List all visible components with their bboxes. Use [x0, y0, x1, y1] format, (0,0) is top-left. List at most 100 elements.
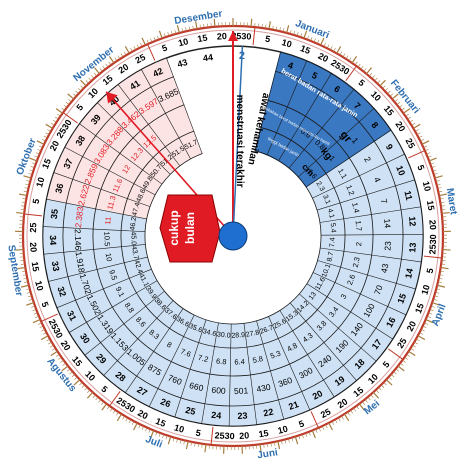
day-tick	[75, 90, 79, 94]
mother-weight-value: 8	[165, 340, 173, 350]
lmp-label: menstruasi terakhir	[234, 95, 245, 188]
day-tick	[420, 329, 425, 332]
day-tick	[188, 26, 191, 31]
day-tick	[41, 329, 46, 332]
week-separator	[288, 89, 355, 169]
day-tick	[28, 298, 33, 301]
day-label: 10	[177, 36, 189, 48]
term-badge-word: cukup	[167, 210, 181, 245]
day-tick	[437, 281, 442, 283]
day-tick	[61, 365, 69, 372]
day-tick	[150, 38, 153, 43]
mother-weight-value: 7.2	[197, 353, 209, 364]
fetal-weight-value: 4	[372, 176, 383, 184]
week-number: 30	[78, 331, 92, 345]
day-tick	[408, 350, 416, 357]
lmp-arrowhead	[228, 31, 238, 41]
day-tick	[176, 25, 180, 34]
day-tick	[203, 23, 205, 29]
day-tick	[350, 409, 354, 414]
day-label: 20	[393, 120, 407, 134]
day-tick	[325, 424, 328, 429]
day-label: 15	[258, 428, 269, 439]
month-label-april: April	[430, 302, 449, 327]
day-tick	[398, 104, 403, 108]
day-tick	[50, 122, 55, 126]
week-number: 34	[48, 235, 58, 245]
day-tick	[77, 88, 82, 92]
day-tick	[418, 135, 423, 139]
day-tick	[365, 67, 372, 75]
day-label: 10	[369, 89, 383, 103]
day-tick	[430, 162, 435, 165]
day-label: 5	[40, 300, 51, 308]
day-label: 5	[415, 164, 426, 172]
day-tick	[29, 169, 34, 172]
month-divider	[109, 391, 121, 407]
week-separator	[228, 323, 232, 426]
fetal-length-value: 34.6	[202, 328, 217, 338]
week-number: 26	[159, 396, 172, 409]
day-tick	[140, 42, 143, 47]
day-tick	[85, 80, 89, 84]
month-divider	[210, 426, 214, 445]
week-separator	[166, 57, 203, 154]
day-label: 15	[425, 200, 436, 211]
day-tick	[434, 295, 439, 298]
outer-rim-inner	[26, 29, 440, 443]
day-tick	[428, 157, 437, 162]
day-tick	[415, 129, 419, 132]
day-tick	[425, 318, 434, 324]
week-separator	[174, 319, 207, 417]
day-tick	[423, 145, 428, 148]
fetal-weight-value: 660	[188, 380, 204, 393]
day-tick	[277, 441, 281, 450]
week-number: 14	[403, 267, 415, 279]
day-tick	[21, 270, 27, 273]
day-tick	[289, 29, 292, 34]
day-label: 20	[405, 319, 418, 332]
day-tick	[395, 368, 400, 372]
day-tick	[120, 53, 124, 58]
day-tick	[306, 35, 309, 40]
day-tick	[380, 384, 385, 388]
day-tick	[317, 39, 320, 44]
fetal-length-value: 7.4	[329, 237, 337, 247]
month-divider	[408, 150, 426, 159]
day-tick	[86, 391, 94, 399]
day-tick	[351, 56, 358, 64]
day-tick	[388, 376, 392, 380]
day-tick	[372, 391, 380, 399]
month-label-juni: Juni	[257, 447, 279, 461]
week-separator	[299, 293, 377, 362]
month-divider	[40, 313, 58, 322]
day-tick	[195, 21, 198, 30]
day-tick	[50, 350, 58, 357]
day-tick	[84, 387, 88, 391]
day-tick	[116, 413, 123, 422]
mother-weight-value: 10	[104, 252, 114, 262]
fetal-length-value: 30.0	[217, 331, 231, 339]
day-tick	[410, 347, 415, 351]
day-tick	[158, 432, 161, 437]
day-tick	[48, 341, 52, 345]
day-label: 20	[336, 396, 350, 410]
day-tick	[167, 32, 170, 37]
week-separator	[103, 300, 174, 376]
fetal-weight-value: 43	[379, 262, 391, 274]
day-tick	[326, 44, 330, 49]
day-label: 15	[382, 104, 396, 118]
day-tick	[158, 30, 163, 39]
day-label: 20	[59, 339, 73, 353]
day-tick	[67, 93, 75, 100]
day-tick	[201, 443, 203, 448]
hub-pivot[interactable]	[218, 221, 248, 251]
day-tick	[263, 443, 265, 448]
week-number: 16	[384, 316, 398, 330]
day-tick	[136, 44, 140, 49]
day-tick	[342, 53, 346, 58]
mother-weight-value: 7.6	[179, 347, 192, 359]
day-tick	[69, 371, 73, 375]
day-tick	[38, 145, 43, 148]
